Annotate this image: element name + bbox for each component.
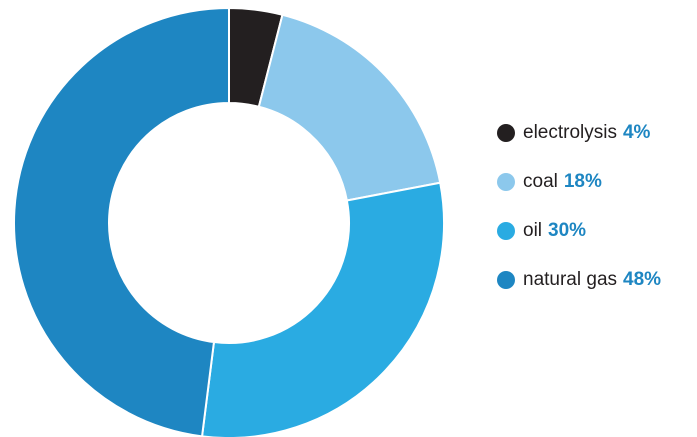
- legend-label-coal: coal: [523, 171, 558, 192]
- legend-label-oil: oil: [523, 220, 543, 241]
- legend-item-coal: coal 18%: [497, 170, 661, 194]
- legend: electrolysis 4% coal 18% oil 30% natural…: [497, 121, 661, 317]
- slice-group: [13, 6, 445, 437]
- legend-label-natural-gas: natural gas: [523, 269, 618, 290]
- legend-value-coal: 18%: [563, 171, 602, 192]
- donut-chart: [13, 6, 445, 437]
- legend-swatch-oil: [497, 222, 515, 240]
- slice-natural-gas: [13, 6, 230, 437]
- legend-swatch-coal: [497, 173, 515, 191]
- legend-value-natural-gas: 48%: [623, 269, 662, 290]
- legend-item-natural-gas: natural gas 48%: [497, 268, 661, 292]
- legend-item-oil: oil 30%: [497, 219, 661, 243]
- legend-swatch-natural-gas: [497, 271, 515, 289]
- legend-value-oil: 30%: [548, 220, 587, 241]
- legend-value-electrolysis: 4%: [622, 122, 651, 143]
- slice-oil: [200, 181, 445, 437]
- slice-coal: [257, 13, 442, 202]
- legend-label-electrolysis: electrolysis: [523, 122, 617, 143]
- legend-swatch-electrolysis: [497, 124, 515, 142]
- legend-item-electrolysis: electrolysis 4%: [497, 121, 661, 145]
